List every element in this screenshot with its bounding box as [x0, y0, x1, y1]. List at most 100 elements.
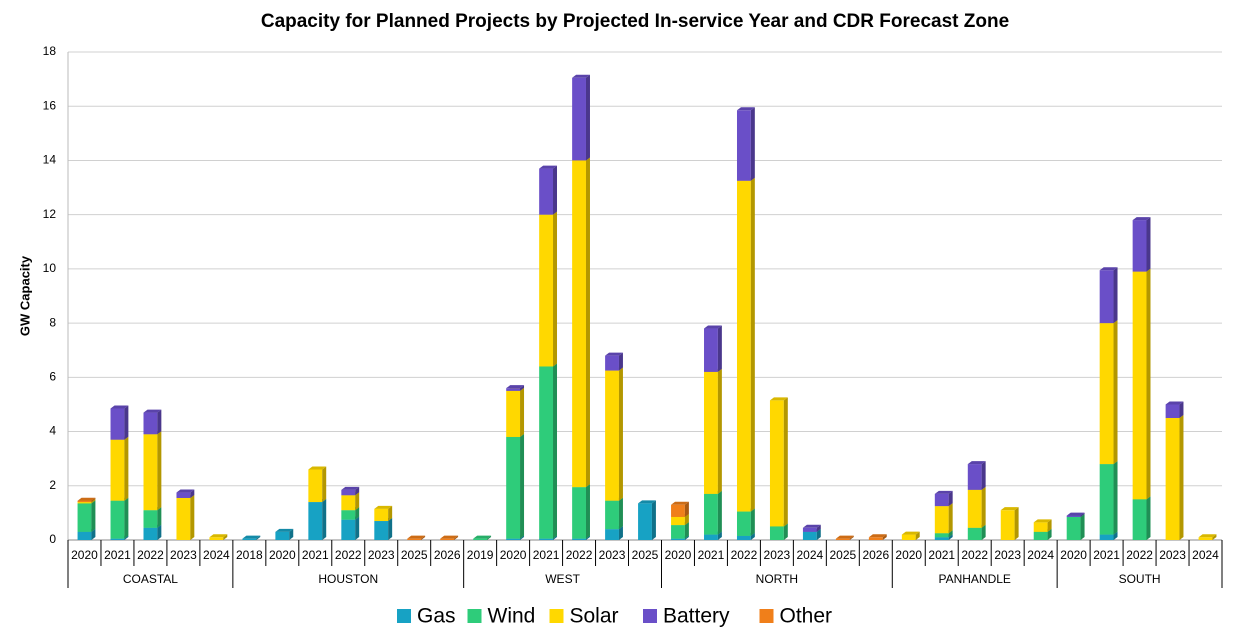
bar-segment — [506, 436, 521, 539]
x-tick-label: 2022 — [1126, 548, 1153, 562]
bar-side — [750, 177, 755, 512]
bar-segment — [802, 531, 817, 540]
bar-top — [407, 535, 426, 539]
bar-segment — [77, 531, 92, 540]
bar-top — [1000, 507, 1019, 511]
bar-segment — [77, 503, 92, 532]
bar-top — [704, 325, 722, 329]
x-tick-label: 2022 — [137, 548, 164, 562]
bar-segment — [374, 508, 389, 522]
bar-side — [520, 385, 525, 391]
group-label: COASTAL — [123, 572, 178, 586]
bar-side — [783, 523, 788, 540]
bar-side — [1113, 461, 1118, 535]
y-tick-label: 12 — [43, 207, 57, 221]
legend-swatch — [759, 609, 774, 623]
bar-side — [322, 499, 327, 540]
bar-segment — [374, 521, 389, 540]
bar-segment — [671, 504, 685, 517]
bar-top — [802, 524, 821, 528]
bar-side — [948, 534, 953, 540]
bar-segment — [605, 529, 619, 540]
bar-segment — [1165, 418, 1180, 540]
bar-top — [374, 505, 393, 509]
bar-top — [901, 531, 920, 535]
bar-segment — [1099, 323, 1114, 465]
legend-swatch — [467, 609, 482, 623]
bar-segment — [341, 519, 356, 540]
bar-segment — [110, 408, 125, 440]
group-label: NORTH — [756, 572, 798, 586]
bar-segment — [209, 537, 224, 540]
bar-side — [487, 535, 492, 540]
bar-top — [572, 74, 590, 78]
bar-top — [967, 461, 986, 465]
bar-side — [948, 490, 953, 507]
bar-segment — [1099, 534, 1114, 540]
bar-segment — [473, 538, 488, 540]
x-tick-label: 2024 — [797, 548, 824, 562]
bar-side — [882, 534, 887, 540]
bar-top — [638, 500, 656, 504]
bar-side — [618, 526, 623, 540]
bar-side — [717, 531, 722, 540]
bar-side — [585, 157, 590, 488]
y-tick-label: 18 — [43, 44, 57, 58]
x-tick-label: 2023 — [764, 548, 791, 562]
bar-side — [520, 387, 525, 437]
legend-text: Other — [780, 605, 833, 628]
bar-segment — [440, 538, 455, 540]
bar-side — [355, 516, 360, 540]
bar-side — [553, 535, 558, 540]
bar-top — [1099, 267, 1118, 271]
x-tick-label: 2023 — [1159, 548, 1186, 562]
bar-segment — [1000, 510, 1015, 540]
bar-segment — [605, 500, 619, 530]
bar-segment — [934, 537, 949, 540]
legend-text: Battery — [663, 605, 730, 628]
bar-segment — [934, 506, 949, 534]
bar-top — [143, 409, 162, 413]
bar-segment — [736, 110, 751, 181]
bar-segment — [1099, 464, 1114, 535]
y-tick-label: 6 — [49, 370, 56, 384]
bar-segment — [934, 493, 949, 507]
bar-side — [717, 368, 722, 494]
bar-top — [77, 497, 96, 501]
bar-segment — [572, 487, 586, 539]
bar-side — [355, 507, 360, 520]
x-tick-label: 2022 — [731, 548, 758, 562]
bar-side — [1113, 267, 1118, 324]
x-tick-label: 2020 — [500, 548, 527, 562]
bar-segment — [1066, 515, 1081, 517]
legend-text: Gas — [417, 605, 456, 628]
bar-side — [1146, 268, 1151, 500]
x-tick-label: 2019 — [467, 548, 494, 562]
bar-side — [553, 363, 558, 539]
bar-side — [520, 433, 525, 539]
bar-segment — [341, 495, 356, 511]
bar-segment — [736, 180, 751, 512]
x-tick-label: 2026 — [862, 548, 889, 562]
legend-text: Wind — [488, 605, 536, 628]
bar-side — [1146, 217, 1151, 272]
bar-side — [124, 405, 129, 440]
bar-side — [91, 500, 96, 532]
bar-segment — [967, 489, 982, 528]
bar-segment — [308, 502, 323, 540]
bar-side — [157, 524, 162, 540]
bar-segment — [77, 500, 92, 503]
bar-side — [849, 535, 854, 540]
bar-side — [124, 436, 129, 501]
bar-segment — [967, 527, 982, 540]
bar-segment — [539, 538, 554, 540]
bar-segment — [176, 492, 191, 498]
group-label: WEST — [545, 572, 580, 586]
bar-side — [618, 367, 623, 501]
legend-swatch — [643, 609, 657, 623]
x-tick-label: 2020 — [71, 548, 98, 562]
bar-top — [506, 385, 525, 389]
bar-side — [981, 461, 986, 490]
bar-segment — [506, 388, 521, 391]
